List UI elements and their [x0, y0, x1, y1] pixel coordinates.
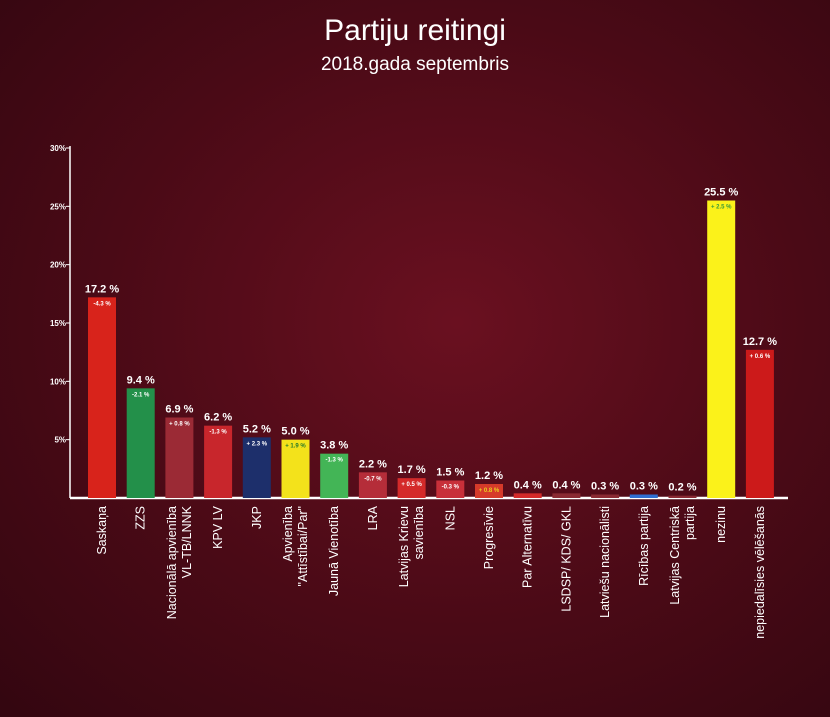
category-label-line: Latvijas Centriskā [668, 506, 682, 605]
bar-value-label: 0.4 % [552, 479, 580, 491]
y-tick-label: 15% [50, 319, 66, 328]
bar [126, 388, 155, 498]
bar-value-label: 5.0 % [281, 426, 309, 438]
y-tick-label: 20% [50, 261, 66, 270]
bar-value-label: 5.2 % [243, 423, 271, 435]
category-label-line: ZZS [134, 506, 148, 530]
bar-change-label: -1.3 % [326, 458, 344, 464]
bar-change-label: -2.1 % [132, 392, 150, 398]
bar-value-label: 1.7 % [398, 464, 426, 476]
bar [745, 349, 774, 498]
y-tick-label: 5% [54, 436, 66, 445]
bar-value-label: 1.2 % [475, 470, 503, 482]
bar-change-label: + 0.6 % [750, 354, 771, 360]
bar-value-label: 1.5 % [436, 467, 464, 479]
bar [552, 493, 581, 498]
category-label-line: NSL [443, 506, 457, 530]
bar [204, 425, 233, 498]
bar-value-label: 6.9 % [165, 404, 193, 416]
bar-change-label: -4.3 % [93, 301, 111, 307]
bar-value-label: 0.4 % [514, 479, 542, 491]
category-label-line: LRA [366, 505, 380, 530]
y-tick-label: 10% [50, 377, 66, 386]
bar-change-label: + 2.3 % [247, 441, 268, 447]
bar-value-label: 0.3 % [630, 481, 658, 493]
category-label-line: Latviešu nacionālisti [598, 506, 612, 618]
bar-value-label: 6.2 % [204, 412, 232, 424]
bar-value-label: 25.5 % [704, 187, 738, 199]
bar [475, 484, 503, 498]
category-label-line: Latvijas Krievu [397, 506, 411, 587]
category-label-line: "Attīstībai/Par" [296, 506, 310, 586]
category-label-line: Apvienība [281, 506, 295, 562]
y-tick-label: 30% [50, 144, 66, 153]
bar [281, 439, 310, 498]
category-label-line: partija [683, 506, 697, 540]
bar [358, 472, 387, 498]
bar-value-label: 17.2 % [85, 283, 119, 295]
bar [88, 297, 116, 498]
y-tick-label: 25% [50, 202, 66, 211]
bar-change-label: + 0.8 % [169, 422, 190, 428]
bar-value-label: 3.8 % [320, 440, 348, 452]
chart-subtitle: 2018.gada septembris [320, 54, 509, 75]
bar [668, 495, 697, 498]
category-label-line: Jaunā Vienotība [327, 506, 341, 596]
bar-change-label: + 0.8 % [479, 488, 500, 494]
bar [242, 437, 271, 498]
bar [591, 494, 620, 498]
bar-value-label: 0.2 % [668, 482, 696, 494]
bar [707, 200, 736, 498]
bar-change-label: -1.3 % [209, 430, 227, 436]
bar-change-label: + 1.9 % [285, 444, 306, 450]
bar-value-label: 0.3 % [591, 481, 619, 493]
bar [436, 480, 465, 498]
category-label-line: JKP [250, 506, 264, 529]
bar [513, 493, 542, 498]
category-label-line: VL-TB/LNNK [180, 505, 194, 578]
category-label-line: nezinu [714, 506, 728, 543]
category-label-line: Progresīvie [482, 506, 496, 569]
category-label-line: savienība [412, 506, 426, 560]
bar [629, 494, 658, 498]
bar-change-label: -0.7 % [364, 476, 382, 482]
category-label-line: KPV LV [211, 505, 225, 549]
category-label-line: LSDSP/ KDS/ GKL [559, 506, 573, 612]
bar-value-label: 2.2 % [359, 458, 387, 470]
bar-change-label: + 2.5 % [711, 205, 732, 211]
category-label-line: nepiedalīsies vēlēšanās [753, 506, 767, 639]
bar [320, 453, 349, 498]
category-label-line: Nacionālā apvienība [165, 506, 179, 619]
category-label-line: Saskaņa [95, 506, 109, 555]
bar-change-label: -0.3 % [442, 485, 460, 491]
bar-value-label: 9.4 % [127, 374, 155, 386]
category-label-line: Par Alternatīvu [521, 506, 535, 588]
bar [397, 478, 426, 498]
bar [165, 417, 194, 498]
chart-title: Partiju reitingi [324, 14, 506, 47]
bar-change-label: + 0.5 % [401, 482, 422, 488]
category-label-line: Rīcības partija [637, 506, 651, 586]
bar-value-label: 12.7 % [743, 336, 777, 348]
